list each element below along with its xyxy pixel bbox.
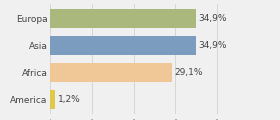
Text: 34,9%: 34,9% xyxy=(198,14,227,23)
Text: 34,9%: 34,9% xyxy=(198,41,227,50)
Bar xyxy=(50,9,196,28)
Text: 1,2%: 1,2% xyxy=(58,95,81,104)
Bar xyxy=(50,63,172,82)
Bar xyxy=(50,36,196,55)
Text: 29,1%: 29,1% xyxy=(174,68,203,77)
Bar xyxy=(50,90,55,109)
